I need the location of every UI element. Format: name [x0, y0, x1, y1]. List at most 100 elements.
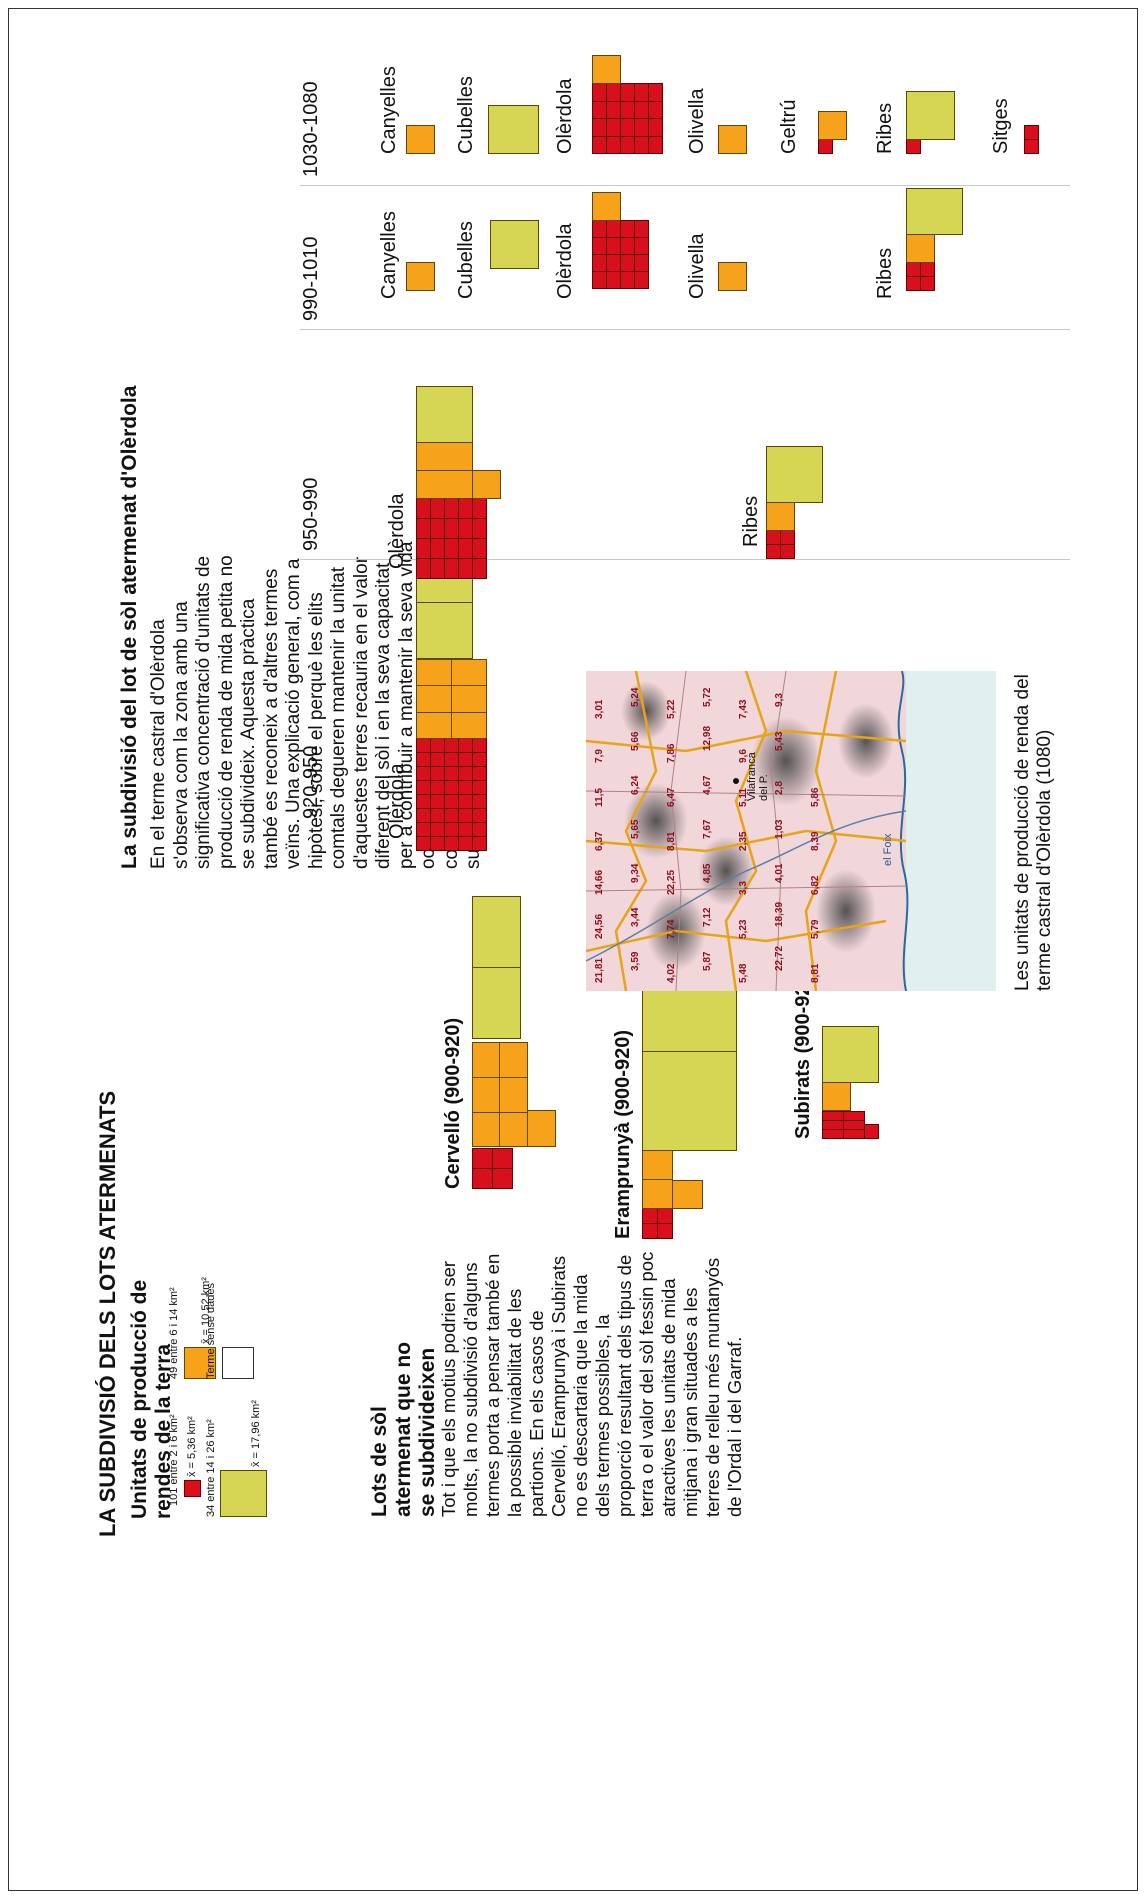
cervello-red [471, 1148, 513, 1190]
map-value-label: 7,74 [666, 919, 677, 939]
olerdola-1030-red [591, 83, 663, 155]
period-1030-1080: 1030-1080 [300, 81, 322, 177]
map-value-label: 7,12 [702, 907, 713, 927]
map-value-label: 5,24 [630, 687, 641, 707]
ribes-1030-red [905, 139, 921, 155]
olerdola-990-orange [591, 192, 621, 222]
map-value-label: 4,67 [702, 775, 713, 795]
map-value-label: 3,01 [594, 699, 605, 719]
map-value-label: 3,44 [630, 907, 641, 927]
cervello-orange [471, 1042, 528, 1148]
map-value-label: 4,01 [774, 863, 785, 883]
map-value-label: 8,39 [810, 831, 821, 851]
map-value-label: 6,24 [630, 775, 641, 795]
map-value-label: 4,85 [702, 863, 713, 883]
period-divider-3 [300, 185, 1070, 186]
map-value-label: 22,25 [666, 869, 677, 895]
ribes-990-orange [905, 234, 935, 264]
subirats-red [821, 1110, 865, 1140]
map-value-label: 2,8 [774, 781, 785, 795]
olerdola-950-orange-extra [471, 470, 501, 500]
legend-nodata-label: Terme sense dades [205, 1283, 217, 1379]
map-value-label: 14,66 [594, 869, 605, 895]
ribes-950-orange [765, 502, 795, 532]
map-value-label: 5,48 [738, 963, 749, 983]
map-value-label: 7,43 [738, 699, 749, 719]
eramprunya-red [641, 1208, 673, 1240]
sitges-1030-red [1023, 125, 1039, 155]
map-value-label: 5,22 [666, 699, 677, 719]
legend-yellow-range: 34 entre 14 i 26 km² [205, 1419, 217, 1517]
ribes-990-yellow [905, 188, 963, 236]
olerdola-950-yellow [415, 386, 473, 444]
map-value-label: 5,86 [810, 787, 821, 807]
geltru-1030-orange [817, 111, 847, 141]
map-value-label: 7,86 [666, 743, 677, 763]
olerdola-1030-orange [591, 55, 621, 85]
place-olivella-1030: Olivella [686, 88, 708, 154]
place-ribes-950: Ribes [740, 495, 762, 547]
legend-orange-range: 49 entre 6 i 14 km² [168, 1287, 180, 1379]
place-ribes-1030: Ribes [874, 102, 896, 154]
section1-body: Tot i que els motius podrien ser molts, … [438, 1251, 745, 1517]
canyelles-990-orange [405, 262, 435, 292]
map-value-label: 5,65 [630, 819, 641, 839]
map-value-label: 12,98 [702, 725, 713, 751]
place-olerdola-1030: Olèrdola [554, 78, 576, 154]
map-value-label: 6,47 [666, 787, 677, 807]
eramprunya-orange [641, 1150, 673, 1210]
place-cubelles-990: Cubelles [455, 221, 477, 299]
map-value-label: 6,37 [594, 831, 605, 851]
place-cubelles-1030: Cubelles [455, 76, 477, 154]
legend-red-range: 101 entre 2 i 6 km² [168, 1414, 180, 1506]
map-value-label: 5,87 [702, 951, 713, 971]
subirats-title: Subirats (900-920) [792, 966, 814, 1139]
olerdola-920-orange [415, 658, 487, 740]
place-ribes-990: Ribes [874, 247, 896, 299]
olerdola-990-red [591, 220, 649, 290]
ribes-950-red [765, 530, 795, 560]
ribes-990-red [905, 262, 935, 292]
map-value-label: 5,23 [738, 919, 749, 939]
map-value-label: 5,79 [810, 919, 821, 939]
canyelles-1030-orange [405, 125, 435, 155]
legend-yellow-mean: x̄ = 17,96 km² [250, 1400, 262, 1467]
olerdola-950-orange [415, 442, 473, 500]
map-value-label: 24,56 [594, 913, 605, 939]
period-920-950: 920-950 [300, 745, 322, 819]
map-caption: Les unitats de producció de renda del te… [1012, 674, 1055, 991]
subirats-orange [821, 1082, 851, 1112]
place-canyelles-990: Canyelles [378, 211, 400, 299]
geltru-1030-red [817, 139, 833, 155]
olerdola-map: 21,81 24,56 14,66 6,37 11,5 7,9 3,01 3,59 3,44 9,… [586, 671, 996, 991]
map-value-label: 2,35 [738, 831, 749, 851]
ribes-950-yellow [765, 446, 823, 504]
legend-red-mean: x̄ = 5,36 km² [186, 1416, 198, 1477]
map-value-label: 5,66 [630, 731, 641, 751]
olerdola-950-red [415, 498, 487, 580]
place-olerdola-950: Olèrdola [386, 493, 408, 569]
map-value-label: 4,02 [666, 963, 677, 983]
place-canyelles-1030: Canyelles [378, 66, 400, 154]
map-value-label: 8,81 [666, 831, 677, 851]
place-olerdola-990: Olèrdola [554, 223, 576, 299]
eramprunya-orange-extra [671, 1180, 703, 1210]
map-value-label: 7,9 [594, 749, 605, 763]
cervello-title: Cervelló (900-920) [442, 1017, 464, 1189]
map-value-label: 3,59 [630, 951, 641, 971]
cervello-yellow [471, 896, 521, 1040]
map-river-label: el Foix [882, 833, 894, 866]
main-title: LA SUBDIVISIÓ DELS LOTS ATERMENATS [95, 1090, 120, 1537]
section2-title: La subdivisió del lot de sòl atermenat d… [118, 385, 141, 869]
period-990-1010: 990-1010 [300, 236, 322, 321]
map-value-label: 8,81 [810, 963, 821, 983]
map-town-label: Vilafranca del P. [746, 752, 770, 801]
page-frame [8, 8, 1138, 1891]
section1-title: Lots de sòl atermenat que no se subdivid… [368, 1341, 439, 1517]
map-value-label: 18,39 [774, 901, 785, 927]
map-value-label: 1,03 [774, 819, 785, 839]
olivella-990-orange [717, 262, 747, 292]
cubelles-990-yellow [489, 220, 539, 270]
subirats-red-extra [863, 1124, 879, 1140]
